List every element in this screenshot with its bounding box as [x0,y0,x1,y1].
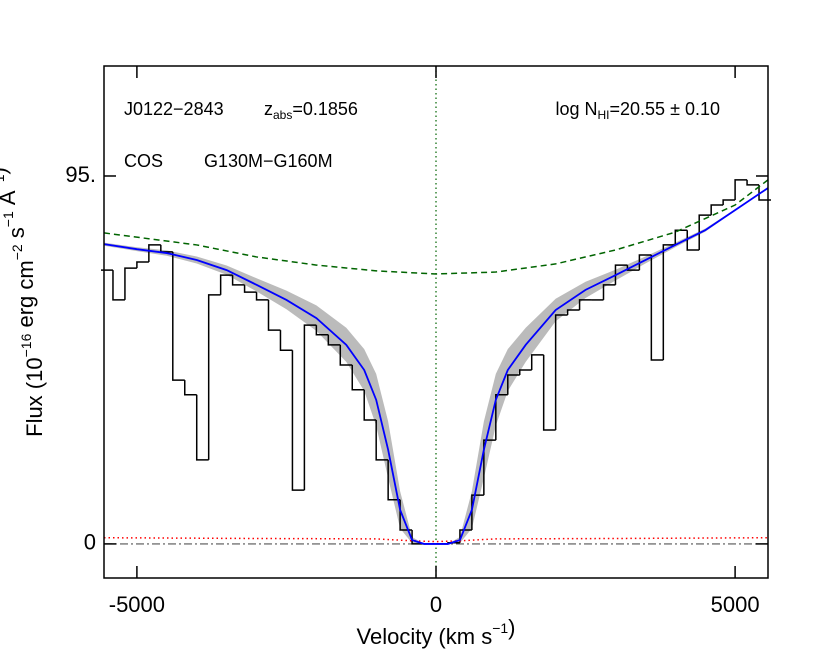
y-axis-label-part: s [4,227,29,244]
spectrum-bin [758,184,771,201]
spectrum-bin [172,251,185,381]
spectrum-bin [195,394,209,461]
spectrum-bin [530,354,544,371]
spectrum-bin [674,229,688,245]
y-tick-label: 0 [84,530,96,555]
spectrum-bin [279,330,293,352]
y-axis-label-sup: −1 [0,174,7,190]
spectrum-bin [471,494,484,530]
annotation: zabs=0.1856 [264,99,358,122]
spectrum-bin [638,254,652,271]
spectrum-bin [136,261,149,269]
x-axis-label-sup: −1 [492,620,508,636]
x-axis-label-part: ) [508,615,515,640]
fit-band [104,187,768,544]
spectrum-bin [662,244,676,360]
y-tick-label: 95. [65,162,96,187]
spectrum-bin [351,364,365,391]
spectrum-bin [566,309,580,316]
spectrum-bin [363,389,377,421]
y-axis-label-part: Flux (10 [22,357,47,436]
spectrum-bin [148,244,161,262]
annotation: COS [124,151,163,171]
x-tick-label: 0 [430,592,442,617]
annotation-text: log N [555,99,597,119]
spectrum-bin [602,284,616,300]
y-axis-label-part: Å [0,190,20,211]
x-tick-label: 5000 [711,592,760,617]
spectrum-bin [483,439,496,496]
annotation-text: COS [124,151,163,171]
spectrum-bin [722,199,736,206]
x-tick-label: -5000 [109,592,165,617]
annotation-after: =20.55 ± 0.10 [610,99,720,119]
spectrum-bin [578,299,592,310]
spectrum-bin [686,230,700,251]
spectrum-bin [255,292,269,301]
annotation: G130M−G160M [204,151,333,171]
spectrum-bin [184,380,197,396]
annotation-sub: abs [273,108,292,122]
spectrum-bin [507,374,520,395]
spectrum-bin [614,264,628,285]
spectrum-bin [291,350,305,491]
x-axis-label-part: Velocity (km s [357,624,493,649]
annotation-text: G130M−G160M [204,151,333,171]
spectrum-bin [698,214,712,250]
annotation-text: J0122−2843 [124,99,224,119]
spectrum-bin [303,324,317,491]
spectrum-bin [339,344,353,366]
annotation-sub: HI [598,108,610,122]
spectrum-bin [219,274,233,295]
spectrum-bin [411,529,425,545]
spectrum-bin [267,299,281,331]
spectrum-bin [207,294,221,460]
continuum-line [103,179,769,275]
spectrum-bin [495,394,508,441]
y-axis-label: Flux (10−16 erg cm−2 s−1 Å−1) [0,167,47,437]
spectrum-bin [375,419,389,461]
spectrum-bin [387,459,401,501]
spectrum-bin [518,369,532,376]
spectrum-bin [650,254,664,361]
spectrum-bin [243,284,257,293]
y-axis-label-part: ) [0,167,11,174]
x-axis-label: Velocity (km s−1) [357,615,516,649]
spectrum-bin [734,179,748,201]
spectrum-bin [746,179,760,186]
annotation: J0122−2843 [124,99,224,119]
annotation-after: =0.1856 [292,99,358,119]
spectrum-bin [542,354,556,431]
spectrum-bin [554,314,568,431]
spectrum-bin [124,267,137,300]
annotation-text: z [264,99,273,119]
spectrum-bin [112,270,125,301]
y-axis-label-sup: −16 [18,333,34,357]
annotation: log NHI=20.55 ± 0.10 [555,99,720,122]
spectrum-bin [327,334,341,346]
spectrum-bin [315,325,329,336]
y-axis-label-part: erg cm [13,260,38,333]
fit-line [103,187,769,545]
y-axis-label-sup: −2 [9,244,25,260]
spectrum-bin [710,204,724,216]
y-axis-label-sup: −1 [0,211,16,227]
spectrum-bin [231,275,245,286]
